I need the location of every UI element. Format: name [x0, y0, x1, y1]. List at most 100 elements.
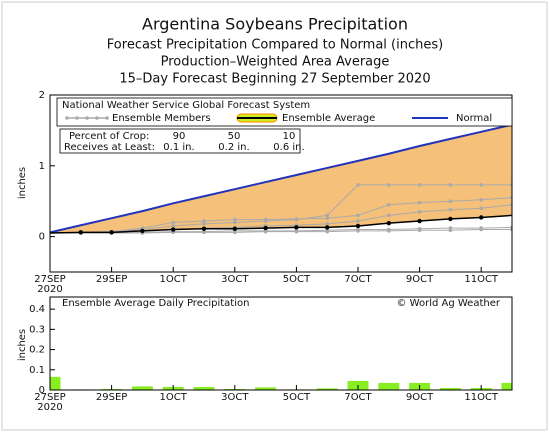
bar: [50, 376, 61, 390]
x-tick-label: 5OCT: [283, 274, 311, 285]
y-tick-label: 2: [39, 90, 45, 101]
ensemble-member-point: [325, 213, 330, 218]
ensemble-average-point: [355, 223, 361, 229]
bottom-plot-border: [49, 296, 513, 391]
crop-percent: 50: [228, 131, 241, 142]
ensemble-member-point: [294, 217, 299, 221]
ensemble-member-point: [356, 213, 360, 218]
ensemble-member-point: [202, 230, 206, 235]
ensemble-average-point: [109, 230, 114, 235]
legend-label: Ensemble Average: [282, 113, 375, 124]
ensemble-member-point: [325, 229, 330, 234]
crop-amount: 0.2 in.: [218, 142, 249, 153]
ensemble-member-line: [50, 229, 512, 234]
ensemble-member-point: [325, 216, 330, 220]
y-axis-label: inches: [17, 167, 28, 199]
ensemble-member-point: [479, 206, 484, 211]
crop-percent: 10: [283, 131, 296, 142]
crop-table-box: [59, 128, 301, 154]
x-tick-label: 27SEP: [34, 274, 65, 285]
ensemble-average-point: [232, 226, 237, 232]
ensemble-member-point: [263, 229, 268, 234]
x-tick-label: 29SEP: [96, 392, 127, 403]
ensemble-average-point: [294, 225, 299, 230]
x-tick-label: 3OCT: [221, 392, 249, 403]
x-tick-label: 7OCT: [344, 274, 372, 285]
legend-swatch: [85, 116, 89, 120]
x-tick-label: 3OCT: [221, 274, 249, 285]
ensemble-member-line: [50, 184, 512, 234]
year-label: 2020: [37, 284, 62, 295]
ensemble-member-point: [387, 202, 391, 207]
ensemble-member-point: [417, 210, 422, 214]
legend-swatch: [105, 116, 109, 120]
ensemble-average-point: [201, 226, 207, 232]
ensemble-member-point: [448, 207, 453, 212]
series-line: [50, 123, 512, 234]
ensemble-member-point: [233, 217, 237, 222]
series-line: [50, 214, 512, 234]
bar: [193, 386, 215, 390]
bar: [439, 387, 461, 390]
x-tick-label: 9OCT: [406, 392, 434, 403]
ensemble-member-point: [417, 200, 422, 205]
ensemble-member-point: [202, 222, 206, 226]
ensemble-member-point: [387, 213, 391, 218]
ensemble-member-point: [233, 230, 237, 235]
y-tick-label: 1: [39, 161, 45, 172]
x-tick-label: 1OCT: [160, 274, 188, 285]
ensemble-average-point: [325, 225, 330, 230]
bar: [255, 387, 277, 390]
ensemble-member-point: [448, 183, 453, 187]
ensemble-average-point: [140, 228, 145, 234]
crop-row-label: Percent of Crop:: [69, 131, 149, 142]
ensemble-member-point: [294, 229, 299, 234]
crop-amount: 0.6 in.: [273, 142, 304, 153]
x-tick-label: 11OCT: [464, 274, 499, 285]
x-tick-label: 7OCT: [344, 392, 372, 403]
ensemble-average-point: [386, 220, 391, 226]
y-tick-label: 0: [39, 232, 45, 243]
ensemble-member-point: [448, 228, 453, 233]
ensemble-member-point: [202, 219, 206, 223]
ensemble-average-point: [479, 215, 484, 220]
y-tick-label: 0.3: [29, 324, 45, 335]
crop-amount: 0.1 in.: [163, 142, 194, 153]
legend-box: [56, 97, 513, 127]
year-label: 2020: [37, 402, 62, 413]
ensemble-member-point: [387, 229, 391, 233]
y-axis-label: inches: [17, 329, 28, 361]
y-tick-label: 0: [39, 385, 45, 396]
x-tick-label: 9OCT: [406, 274, 434, 285]
ensemble-member-point: [387, 183, 391, 187]
crop-percent: 90: [173, 131, 186, 142]
top-plot-border: [49, 94, 513, 273]
ensemble-member-point: [325, 222, 330, 226]
ensemble-average-point: [78, 230, 84, 235]
source: © World Ag Weather: [397, 298, 501, 309]
ensemble-member-line: [50, 197, 512, 234]
y-tick-label: 0.4: [29, 304, 45, 315]
ensemble-member-point: [263, 217, 268, 222]
ensemble-member-point: [479, 227, 484, 232]
ensemble-average-point: [417, 218, 422, 224]
source-label: National Weather Service Global Forecast…: [62, 100, 310, 111]
panel-title: Ensemble Average Daily Precipitation: [62, 298, 249, 309]
ensemble-member-point: [233, 220, 237, 225]
legend-label: Ensemble Members: [112, 113, 211, 124]
bar: [316, 388, 338, 390]
legend-swatch: [75, 116, 79, 120]
x-tick-label: 5OCT: [283, 392, 311, 403]
legend-swatch: [65, 116, 69, 120]
legend-swatch: [95, 116, 99, 120]
ensemble-average-point: [263, 225, 268, 231]
chart-title: Argentina Soybeans Precipitation: [142, 15, 408, 34]
x-tick-label: 11OCT: [464, 392, 499, 403]
ensemble-average-point: [448, 216, 453, 222]
ensemble-member-point: [356, 183, 360, 187]
legend-label: Normal: [456, 113, 492, 124]
ensemble-member-point: [356, 219, 360, 223]
subtitle: Forecast Precipitation Compared to Norma…: [107, 38, 443, 53]
ensemble-member-point: [417, 183, 422, 187]
